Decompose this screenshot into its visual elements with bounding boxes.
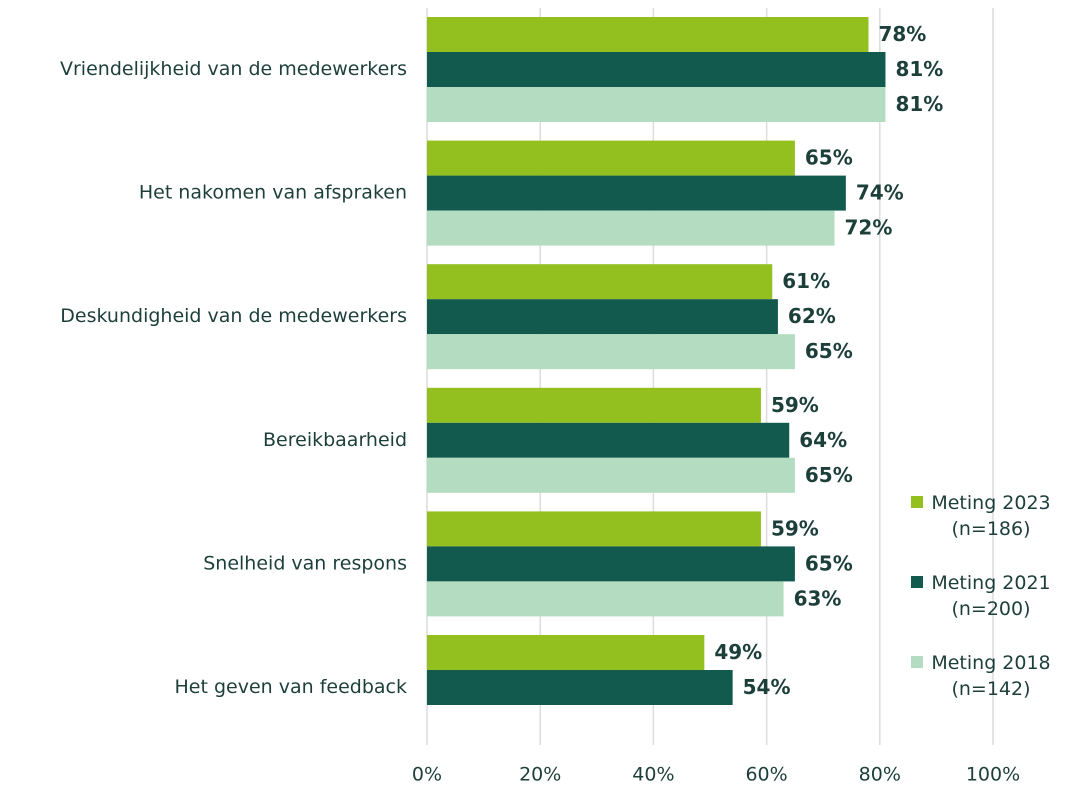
value-label: 65% <box>805 551 853 575</box>
value-label: 81% <box>895 57 943 81</box>
legend-label: Meting 2018 (n=142) <box>931 652 1051 700</box>
bar <box>427 670 733 705</box>
x-tick-label: 100% <box>966 764 1020 786</box>
value-label: 74% <box>856 181 904 205</box>
bar <box>427 581 784 617</box>
legend-swatch <box>911 656 923 668</box>
value-label: 72% <box>845 216 893 240</box>
category-label: Het nakomen van afspraken <box>139 182 407 204</box>
value-label: 63% <box>794 586 842 610</box>
value-label: 61% <box>782 269 830 293</box>
value-label: 65% <box>805 463 853 487</box>
legend-label: Meting 2023 (n=186) <box>931 492 1051 540</box>
bar <box>427 546 795 582</box>
bar <box>427 635 705 670</box>
bar <box>427 457 795 493</box>
legend-swatch <box>911 576 923 588</box>
bar <box>427 334 795 370</box>
bar <box>427 210 835 246</box>
value-label: 78% <box>878 22 926 46</box>
bar <box>427 175 846 211</box>
value-label: 81% <box>895 92 943 116</box>
bar <box>427 422 790 458</box>
legend-label: Meting 2021 (n=200) <box>931 572 1051 620</box>
bar <box>427 17 869 52</box>
category-label: Vriendelijkheid van de medewerkers <box>60 58 407 80</box>
bar <box>427 387 761 423</box>
bar <box>427 52 886 87</box>
category-label: Het geven van feedback <box>175 676 407 698</box>
value-label: 62% <box>788 304 836 328</box>
x-tick-label: 20% <box>519 764 561 786</box>
bar <box>427 264 773 300</box>
value-label: 49% <box>714 640 762 664</box>
x-tick-label: 60% <box>745 764 787 786</box>
value-label: 64% <box>799 428 847 452</box>
bar <box>427 511 761 547</box>
bar <box>427 299 778 335</box>
x-tick-label: 0% <box>412 764 442 786</box>
x-tick-label: 80% <box>859 764 901 786</box>
category-label: Snelheid van respons <box>203 552 407 574</box>
value-label: 65% <box>805 146 853 170</box>
legend-swatch <box>911 496 923 508</box>
value-label: 54% <box>743 675 791 699</box>
category-label: Deskundigheid van de medewerkers <box>60 305 407 327</box>
value-label: 59% <box>771 516 819 540</box>
x-tick-label: 40% <box>632 764 674 786</box>
value-label: 59% <box>771 393 819 417</box>
bar <box>427 140 795 176</box>
value-label: 65% <box>805 339 853 363</box>
bar <box>427 87 886 122</box>
category-label: Bereikbaarheid <box>263 429 407 451</box>
